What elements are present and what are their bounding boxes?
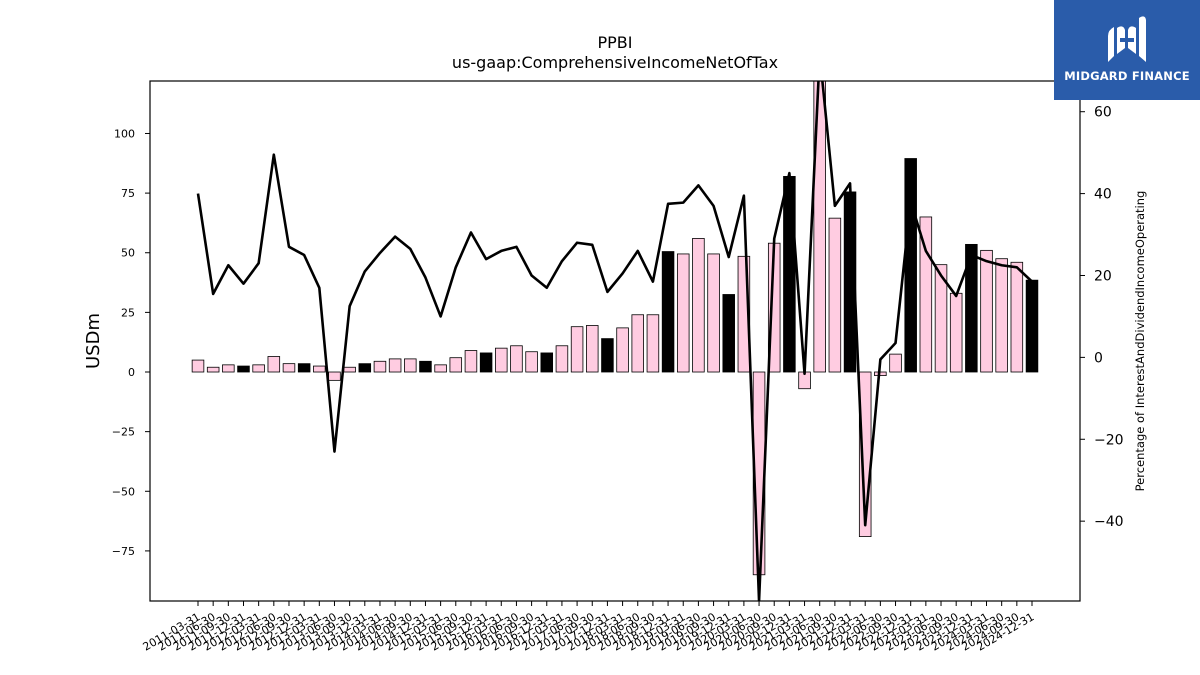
bar-2016-06-30 (510, 345, 523, 373)
plot-frame (149, 80, 1081, 602)
brand-logo: MIDGARD FINANCE (1054, 0, 1200, 100)
y2-tick-label: 0 (1094, 350, 1103, 366)
bar-2024-03-31 (980, 249, 993, 373)
bar-2018-12-31 (661, 251, 675, 373)
bar-2012-09-30 (282, 363, 296, 373)
bar-2015-12-31 (479, 352, 493, 373)
y-tick-label: 0 (128, 366, 135, 379)
bar-2012-03-31 (252, 364, 265, 373)
bar-2017-09-30 (586, 325, 599, 373)
bar-2020-03-31 (737, 255, 751, 373)
midgard-logo-icon (1108, 16, 1146, 62)
chart-subtitle: us-gaap:ComprehensiveIncomeNetOfTax (452, 53, 778, 72)
bar-2011-06-30 (206, 366, 220, 373)
bar-2016-09-30 (525, 351, 538, 373)
bar-2016-03-31 (495, 347, 508, 373)
chart-title: PPBI (598, 33, 633, 52)
bar-2020-12-31 (783, 176, 796, 373)
bar-2019-12-31 (722, 294, 735, 373)
bar-2023-06-30 (934, 264, 948, 373)
bar-2023-03-31 (919, 216, 933, 373)
plot-area (191, 81, 1039, 601)
bar-2017-12-31 (601, 338, 614, 373)
y2-axis-label: Percentage of InterestAndDividendIncomeO… (1133, 191, 1147, 492)
bar-2016-12-31 (540, 352, 554, 373)
bar-2018-09-30 (646, 314, 660, 373)
y-tick-label: −25 (112, 426, 135, 439)
y2-tick-label: 40 (1094, 187, 1112, 203)
series-line (196, 81, 1033, 601)
bar-2018-06-30 (631, 314, 645, 373)
bar-2023-12-31 (965, 243, 978, 373)
bar-2015-09-30 (464, 350, 478, 373)
bar-2019-03-31 (676, 253, 690, 373)
bar-2024-06-30 (995, 258, 1008, 373)
bar-2019-09-30 (707, 253, 720, 373)
bar-2011-12-31 (237, 365, 250, 373)
y-axis-label: USDm (83, 313, 104, 369)
bar-2011-09-30 (222, 364, 235, 373)
y2-tick-label: −20 (1094, 432, 1124, 448)
bar-2022-09-30 (889, 353, 902, 373)
y-tick-label: 25 (121, 306, 135, 319)
bar-2022-12-31 (904, 158, 917, 373)
bar-2015-06-30 (449, 357, 463, 373)
y2-tick-label: −40 (1094, 514, 1124, 530)
brand-name: MIDGARD FINANCE (1064, 69, 1190, 83)
bar-2018-03-31 (616, 327, 629, 373)
bar-2024-12-31 (1025, 279, 1039, 373)
bar-2014-09-30 (404, 358, 417, 373)
bar-2021-09-30 (828, 217, 842, 373)
bar-2017-03-31 (555, 345, 569, 373)
bar-2014-12-31 (419, 360, 432, 373)
bar-2013-03-31 (313, 365, 326, 373)
bar-2012-12-31 (297, 363, 311, 373)
bar-2014-06-30 (388, 358, 402, 373)
y-tick-label: 100 (114, 127, 135, 140)
y-tick-label: −75 (112, 545, 135, 558)
y2-tick-label: 60 (1094, 105, 1112, 121)
y2-tick-label: 20 (1094, 268, 1112, 284)
bar-2015-03-31 (434, 364, 447, 373)
y-tick-label: −50 (112, 485, 135, 498)
y-tick-label: 75 (121, 187, 135, 200)
bar-2011-03-31 (191, 359, 205, 373)
bar-2024-09-30 (1010, 261, 1024, 373)
bar-2013-06-30 (328, 371, 341, 381)
bar-2014-03-31 (373, 360, 387, 373)
bar-2013-12-31 (358, 363, 372, 373)
bar-2023-09-30 (949, 292, 963, 373)
y-tick-label: 50 (121, 247, 135, 260)
bar-2012-06-30 (267, 356, 281, 373)
bar-2019-06-30 (692, 238, 705, 373)
bar-2013-09-30 (343, 366, 356, 373)
bar-2017-06-30 (570, 326, 584, 373)
